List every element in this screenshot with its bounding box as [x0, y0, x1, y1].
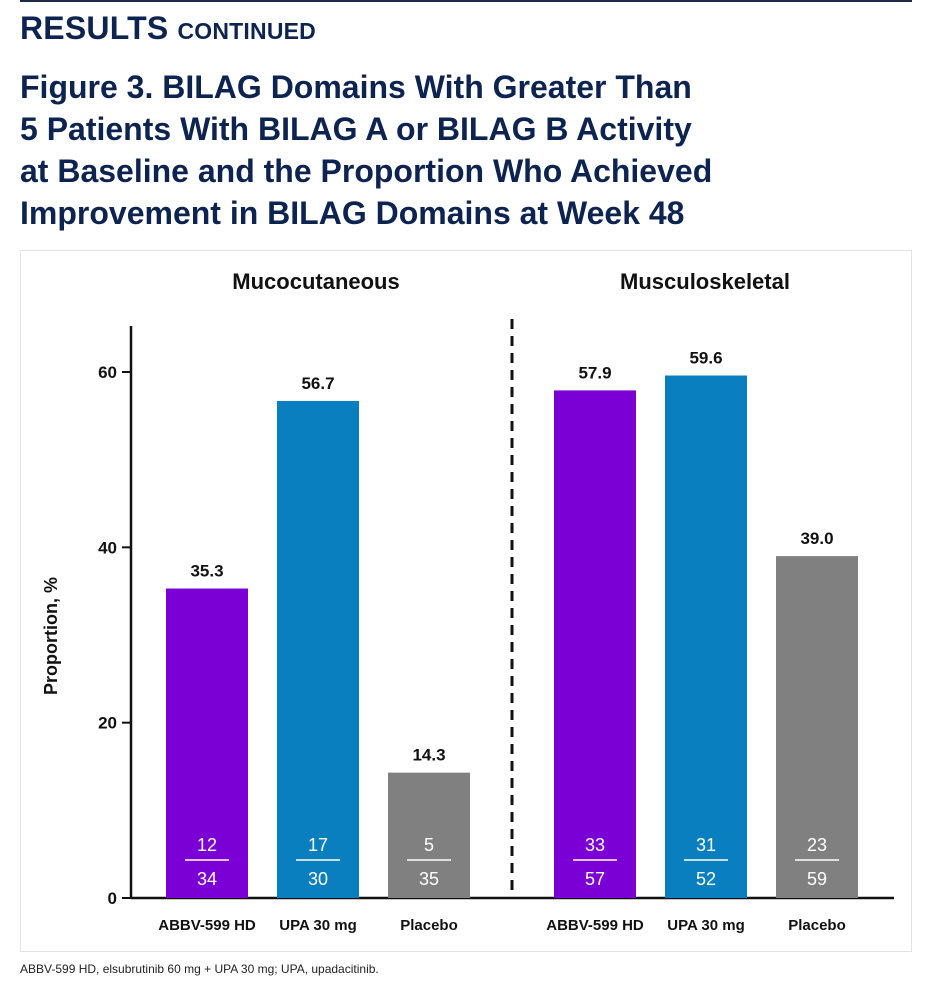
figure-title-line: Figure 3. BILAG Domains With Greater Tha…	[20, 69, 692, 105]
x-tick-label: ABBV-599 HD	[158, 917, 256, 934]
bar-numerator-label: 17	[308, 835, 328, 855]
bar	[665, 375, 747, 898]
bar-value-label: 39.0	[800, 529, 833, 548]
x-tick-label: ABBV-599 HD	[546, 917, 644, 934]
bar	[277, 400, 359, 898]
bar-denominator-label: 35	[419, 869, 439, 889]
y-tick-label: 20	[98, 714, 117, 733]
bar	[388, 772, 470, 898]
bar-numerator-label: 31	[696, 835, 716, 855]
footnote: ABBV-599 HD, elsubrutinib 60 mg + UPA 30…	[20, 962, 379, 976]
bar-denominator-label: 57	[585, 869, 605, 889]
y-tick-label: 0	[108, 889, 117, 908]
y-tick-label: 40	[98, 538, 117, 557]
panel-title: Musculoskeletal	[620, 269, 790, 294]
bar	[554, 390, 636, 898]
bar-chart: 0 20 40 60 Proportion, % Mucocutaneous 35.3 12 3…	[41, 269, 894, 934]
y-axis-label: Proportion, %	[41, 577, 61, 695]
bar-value-label: 57.9	[578, 363, 611, 382]
x-tick-label: UPA 30 mg	[279, 917, 357, 934]
section-title: RESULTS CONTINUED	[20, 10, 316, 47]
x-tick-label: Placebo	[788, 917, 846, 934]
x-tick-label: UPA 30 mg	[667, 917, 745, 934]
top-rule	[20, 0, 912, 2]
bar-numerator-label: 23	[807, 835, 827, 855]
section-title-main: RESULTS	[20, 10, 169, 46]
bar-denominator-label: 30	[308, 869, 328, 889]
section-title-sub: CONTINUED	[177, 18, 316, 44]
figure-title-line: 5 Patients With BILAG A or BILAG B Activ…	[20, 111, 692, 147]
bar-value-label: 56.7	[301, 374, 334, 393]
bar-value-label: 35.3	[190, 562, 223, 581]
panel-title: Mucocutaneous	[232, 269, 399, 294]
figure-title-line: at Baseline and the Proportion Who Achie…	[20, 153, 713, 189]
bar-numerator-label: 5	[424, 835, 434, 855]
bar-numerator-label: 12	[197, 835, 217, 855]
bar-value-label: 14.3	[412, 746, 445, 765]
x-tick-label: Placebo	[400, 917, 458, 934]
bar	[166, 588, 248, 898]
bar-denominator-label: 52	[696, 869, 716, 889]
bar-value-label: 59.6	[689, 349, 722, 368]
bar-numerator-label: 33	[585, 835, 605, 855]
figure-title-line: Improvement in BILAG Domains at Week 48	[20, 195, 685, 231]
chart-frame: 0 20 40 60 Proportion, % Mucocutaneous 35.3 12 3…	[20, 250, 912, 952]
y-tick-label: 60	[98, 363, 117, 382]
bar	[776, 556, 858, 898]
bar-denominator-label: 59	[807, 869, 827, 889]
figure-title: Figure 3. BILAG Domains With Greater Tha…	[20, 66, 900, 234]
bar-denominator-label: 34	[197, 869, 217, 889]
